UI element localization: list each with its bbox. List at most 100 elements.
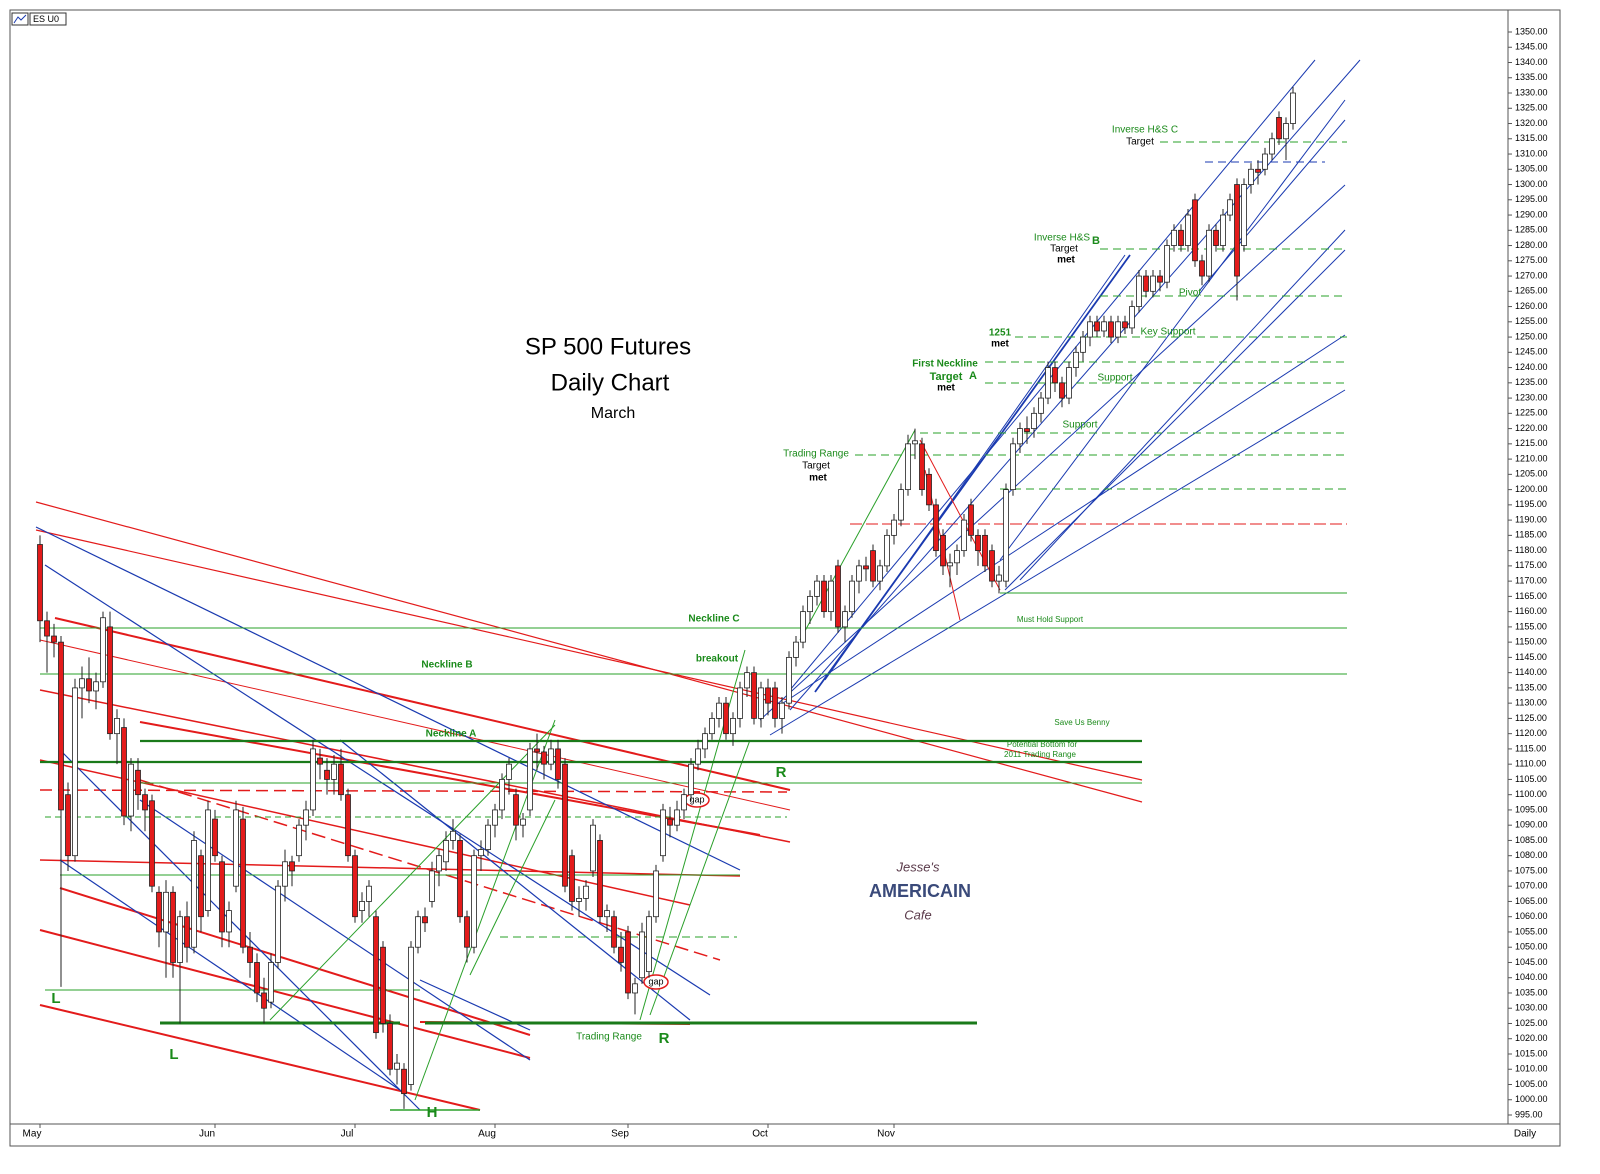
y-tick-label: 1140.00: [1515, 667, 1547, 677]
candle-body: [1031, 412, 1037, 429]
annotation: Support: [1097, 373, 1132, 384]
candle-body: [58, 641, 64, 811]
y-tick-label: 1160.00: [1515, 606, 1547, 616]
candle-body: [331, 763, 337, 780]
candle-body: [1010, 443, 1016, 491]
y-tick-label: 1245.00: [1515, 347, 1548, 357]
candle-body: [814, 580, 820, 597]
candle-body: [1255, 168, 1261, 173]
candle-body: [1136, 275, 1142, 307]
candle-body: [786, 656, 792, 704]
y-tick-label: 1145.00: [1515, 652, 1547, 662]
candle-body: [387, 1023, 393, 1070]
annotation: Target: [1050, 244, 1078, 255]
y-tick-label: 1005.00: [1515, 1079, 1548, 1089]
candle-body: [429, 870, 435, 902]
y-tick-label: 1220.00: [1515, 423, 1548, 433]
y-tick-label: 1085.00: [1515, 835, 1548, 845]
candle-body: [415, 916, 421, 948]
y-tick-label: 1340.00: [1515, 57, 1548, 67]
candle-body: [856, 565, 862, 582]
candle-body: [394, 1062, 400, 1070]
candle-body: [212, 818, 218, 857]
trend-line: [759, 184, 1346, 721]
candle-body: [254, 962, 260, 994]
candle-body: [478, 849, 484, 857]
candle-body: [520, 818, 526, 826]
annotation: Potential Bottom for: [1007, 740, 1078, 749]
candle-body: [135, 769, 141, 796]
candle-body: [149, 800, 155, 887]
annotation: AMERICAIN: [869, 881, 971, 901]
annotation: gap: [648, 976, 663, 986]
candle-body: [1094, 321, 1100, 332]
candle-body: [1087, 321, 1093, 338]
candle-body: [1038, 397, 1044, 414]
candle-body: [765, 687, 771, 704]
candle-body: [499, 779, 505, 811]
annotation: Inverse H&S: [1034, 233, 1090, 244]
trend-line: [999, 99, 1346, 561]
annotation: Trading Range: [783, 449, 849, 460]
y-tick-label: 1260.00: [1515, 301, 1548, 311]
candle-body: [247, 946, 253, 963]
candle-body: [401, 1068, 407, 1095]
candle-body: [541, 751, 547, 765]
candle-body: [1045, 367, 1051, 399]
candle-body: [163, 891, 169, 933]
y-tick-label: 1105.00: [1515, 774, 1547, 784]
x-axis-label: Daily: [1514, 1129, 1536, 1140]
candle-body: [548, 748, 554, 765]
candle-body: [100, 617, 106, 683]
candle-body: [898, 489, 904, 521]
trend-line: [35, 526, 741, 871]
candle-body: [1073, 351, 1079, 368]
trend-line: [39, 639, 791, 811]
candle-body: [1234, 184, 1240, 277]
candle-body: [1227, 199, 1233, 216]
y-tick-label: 1330.00: [1515, 87, 1548, 97]
y-tick-label: 1275.00: [1515, 255, 1548, 265]
candle-body: [842, 611, 848, 628]
candle-body: [1017, 428, 1023, 445]
trend-line: [1019, 229, 1346, 581]
candle-body: [1199, 260, 1205, 277]
trend-line: [44, 564, 711, 996]
candle-body: [65, 794, 71, 857]
candle-body: [1276, 117, 1282, 140]
y-tick-label: 1070.00: [1515, 881, 1548, 891]
candle-body: [268, 962, 274, 1003]
candle-body: [884, 534, 890, 567]
candle-body: [359, 901, 365, 912]
trend-line: [139, 799, 531, 1061]
candle-body: [1262, 153, 1268, 170]
y-tick-label: 1095.00: [1515, 804, 1548, 814]
y-tick-label: 1170.00: [1515, 576, 1547, 586]
candle-body: [793, 641, 799, 658]
candle-body: [191, 840, 197, 948]
candle-body: [1220, 214, 1226, 246]
candle-body: [590, 824, 596, 872]
candle-body: [1206, 229, 1212, 277]
x-tick-label: Oct: [752, 1129, 768, 1140]
candle-body: [72, 687, 78, 857]
y-tick-label: 1055.00: [1515, 926, 1548, 936]
annotation: Inverse H&S C: [1112, 125, 1178, 136]
annotation: 1251: [989, 328, 1012, 339]
y-tick-label: 1040.00: [1515, 972, 1548, 982]
candle-body: [989, 550, 995, 582]
y-tick-label: 1115.00: [1515, 743, 1546, 753]
y-tick-label: 1080.00: [1515, 850, 1548, 860]
candle-body: [709, 718, 715, 735]
y-tick-label: 1075.00: [1515, 865, 1548, 875]
candle-body: [324, 769, 330, 780]
trend-line: [39, 789, 788, 793]
annotation: Neckline A: [426, 729, 477, 740]
candle-body: [716, 702, 722, 719]
y-tick-label: 1235.00: [1515, 377, 1548, 387]
x-tick-label: May: [23, 1129, 42, 1140]
candle-body: [275, 885, 281, 963]
candle-body: [366, 885, 372, 902]
candle-body: [289, 861, 295, 872]
